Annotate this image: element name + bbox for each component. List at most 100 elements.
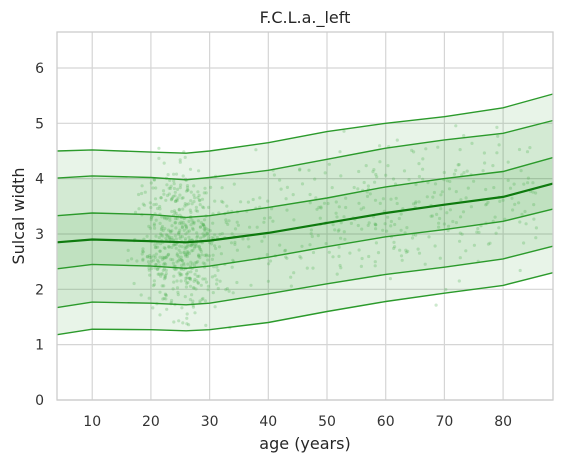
scatter-point xyxy=(285,256,289,260)
scatter-point xyxy=(458,148,462,152)
scatter-point xyxy=(367,254,371,259)
scatter-point xyxy=(149,255,153,259)
scatter-point xyxy=(167,235,171,239)
scatter-point xyxy=(498,199,502,203)
scatter-point xyxy=(160,284,164,288)
scatter-point xyxy=(215,278,219,282)
scatter-point xyxy=(168,237,172,241)
scatter-point xyxy=(442,170,446,175)
scatter-point xyxy=(381,228,385,232)
scatter-point xyxy=(149,181,153,185)
scatter-point xyxy=(154,234,158,238)
scatter-point xyxy=(206,228,210,232)
scatter-point xyxy=(180,273,184,277)
scatter-point xyxy=(203,229,207,233)
scatter-point xyxy=(189,199,193,203)
scatter-point xyxy=(161,268,165,272)
scatter-point xyxy=(164,293,168,298)
scatter-point xyxy=(200,197,205,201)
scatter-point xyxy=(163,261,167,265)
scatter-point xyxy=(392,240,396,244)
percentile-band xyxy=(57,120,553,308)
scatter-point xyxy=(189,270,193,274)
scatter-point xyxy=(163,276,167,280)
scatter-point xyxy=(162,215,167,219)
scatter-point xyxy=(266,199,270,203)
scatter-point xyxy=(142,203,147,207)
scatter-point xyxy=(374,227,378,231)
scatter-point xyxy=(497,143,501,147)
scatter-point xyxy=(162,256,166,260)
scatter-point xyxy=(148,273,152,277)
scatter-point xyxy=(410,236,415,240)
scatter-point xyxy=(193,277,197,281)
scatter-point xyxy=(482,151,486,155)
scatter-point xyxy=(447,224,451,228)
scatter-point xyxy=(524,222,528,226)
scatter-point xyxy=(165,217,169,221)
scatter-point xyxy=(437,221,441,225)
scatter-point xyxy=(215,282,219,286)
scatter-point xyxy=(172,179,176,183)
scatter-point xyxy=(163,273,168,278)
scatter-point xyxy=(196,253,201,257)
scatter-point xyxy=(202,223,206,227)
scatter-point xyxy=(178,257,182,261)
scatter-point xyxy=(175,260,179,264)
scatter-point xyxy=(198,247,202,251)
scatter-point xyxy=(132,281,136,286)
scatter-point xyxy=(196,260,200,264)
scatter-point xyxy=(178,244,182,248)
scatter-point xyxy=(154,262,158,267)
scatter-point xyxy=(457,279,461,283)
scatter-point xyxy=(517,147,522,152)
scatter-point xyxy=(203,277,207,281)
scatter-point xyxy=(491,164,495,168)
scatter-point xyxy=(201,205,205,209)
scatter-point xyxy=(191,226,195,230)
scatter-point xyxy=(151,306,155,310)
scatter-point xyxy=(298,167,302,171)
scatter-point xyxy=(139,293,143,297)
scatter-point xyxy=(168,216,172,220)
scatter-point xyxy=(246,237,250,241)
scatter-point xyxy=(262,216,267,220)
scatter-point xyxy=(426,181,430,185)
scatter-point xyxy=(319,206,323,210)
scatter-point xyxy=(153,246,157,250)
scatter-point xyxy=(161,297,165,301)
scatter-point xyxy=(398,248,402,252)
scatter-point xyxy=(445,211,449,215)
scatter-point xyxy=(184,226,188,230)
scatter-point xyxy=(178,186,182,190)
scatter-point xyxy=(497,226,501,230)
scatter-point xyxy=(262,235,266,239)
scatter-point xyxy=(229,241,234,245)
scatter-point xyxy=(357,248,361,252)
scatter-point xyxy=(373,264,377,268)
scatter-point xyxy=(168,229,172,233)
scatter-point xyxy=(213,233,217,237)
scatter-point xyxy=(126,259,130,263)
scatter-point xyxy=(170,196,174,200)
x-tick-label: 80 xyxy=(494,414,512,430)
scatter-point xyxy=(224,288,228,292)
scatter-point xyxy=(385,229,389,233)
scatter-point xyxy=(170,229,174,233)
scatter-point xyxy=(235,248,239,252)
scatter-point xyxy=(211,221,215,225)
scatter-point xyxy=(309,232,313,236)
scatter-point xyxy=(185,316,189,320)
scatter-point xyxy=(158,255,162,259)
scatter-point xyxy=(182,250,186,254)
scatter-point xyxy=(141,258,145,262)
scatter-point xyxy=(164,236,168,240)
scatter-point xyxy=(156,206,160,211)
scatter-point xyxy=(220,199,224,203)
scatter-point xyxy=(208,241,212,245)
scatter-point xyxy=(194,261,199,265)
scatter-point xyxy=(200,297,204,302)
scatter-point xyxy=(178,158,182,162)
scatter-point xyxy=(270,207,274,211)
scatter-point xyxy=(205,231,209,235)
